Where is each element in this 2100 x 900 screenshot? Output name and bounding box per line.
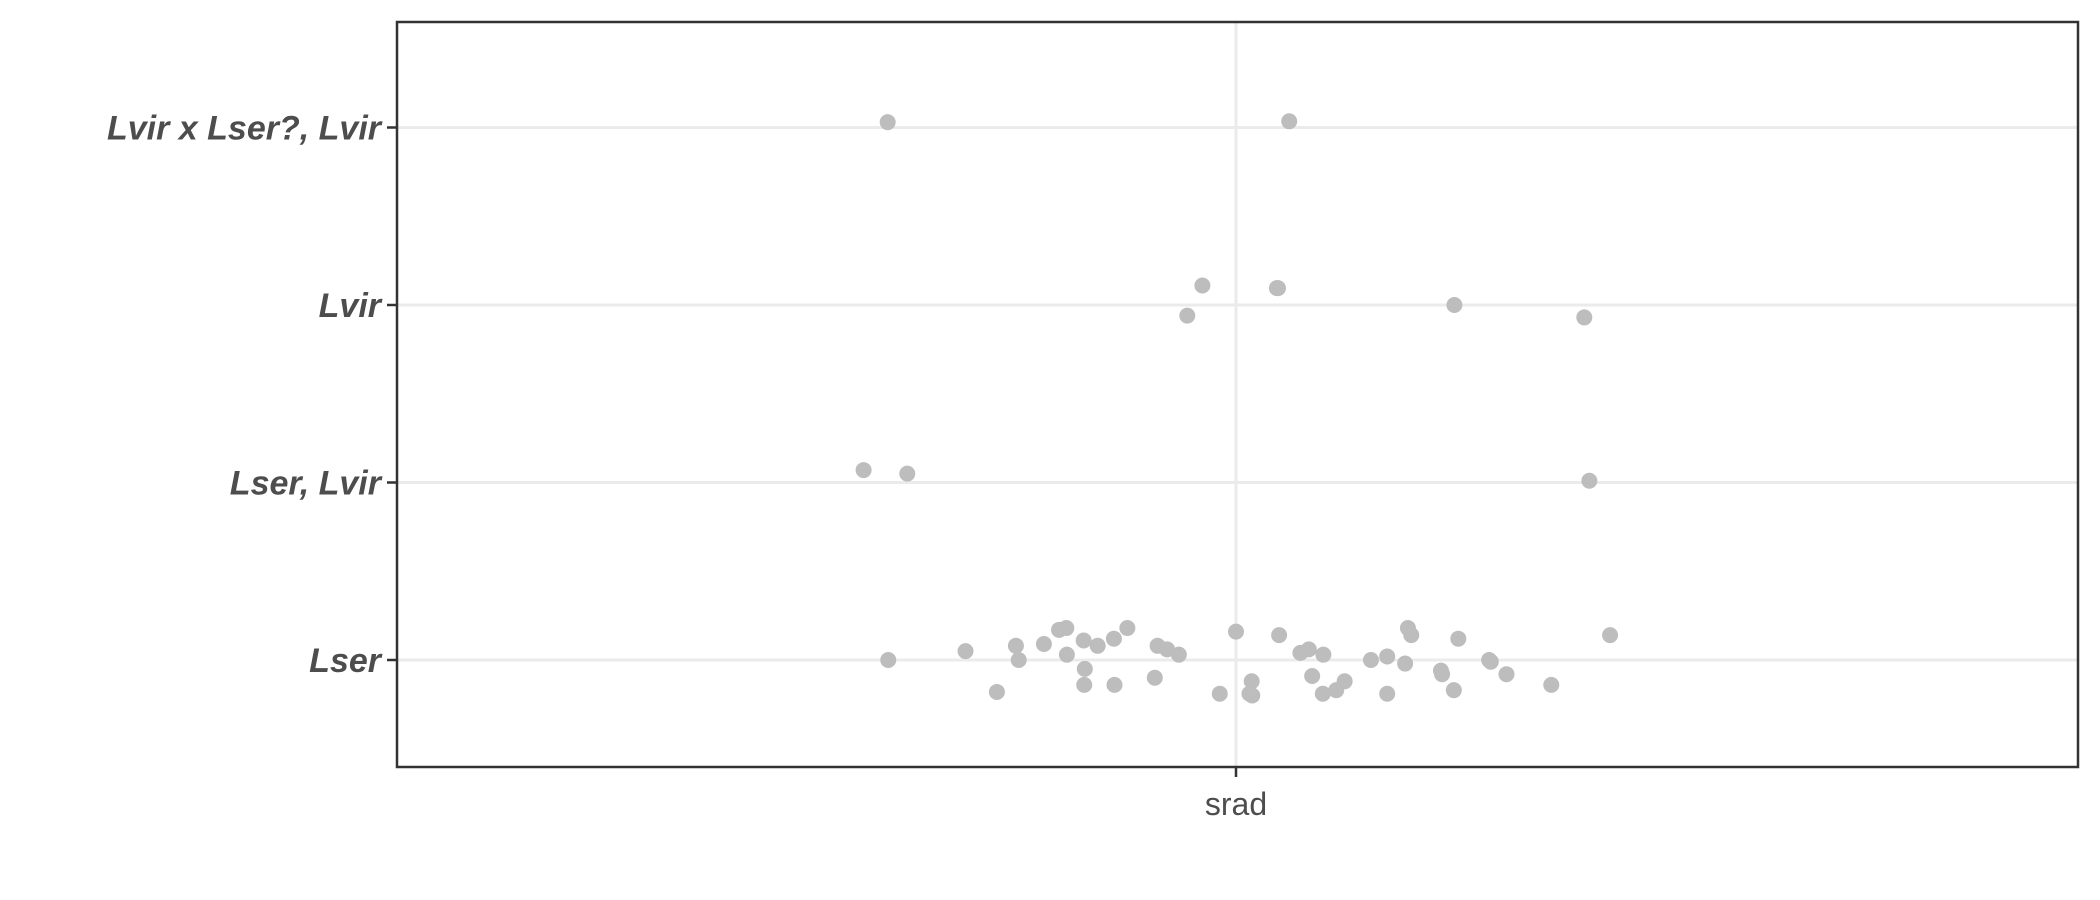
x-axis: srad [1205,767,1267,822]
data-point [855,462,872,479]
panel-border [395,20,2080,769]
data-point [899,465,916,482]
data-point [988,683,1005,700]
data-point [1379,648,1396,665]
data-point [880,652,897,668]
data-point [957,643,974,660]
data-points [855,113,1619,704]
data-point [1362,652,1379,668]
data-point [1243,673,1260,690]
data-point [1379,685,1396,702]
data-point [1010,652,1027,668]
data-point [1602,627,1619,644]
data-point [1304,667,1321,684]
y-tick-label: Lvir x Lser?, Lvir [107,110,383,148]
data-point [1271,627,1288,644]
data-point [1211,685,1228,702]
data-point [1314,685,1331,702]
data-point [1228,623,1244,640]
data-point [1106,676,1123,693]
data-point [1543,676,1560,693]
data-point [1336,673,1353,690]
data-point [1581,472,1598,489]
data-point [1315,646,1332,663]
y-tick-label: Lser [309,642,383,680]
data-point [1058,620,1075,637]
data-point [1007,637,1024,654]
data-point [1105,630,1122,647]
data-point [1179,307,1196,324]
data-point [1450,630,1467,647]
data-point [1281,113,1298,130]
grid-lines [397,22,2078,767]
data-point [1576,309,1593,326]
y-tick-label: Lser, Lvir [230,465,383,503]
data-point [1434,666,1451,683]
data-point [1075,632,1092,649]
y-tick-label: Lvir [319,287,383,325]
data-point [1076,660,1093,677]
data-point [1146,669,1163,686]
data-point [1170,646,1187,663]
data-point [879,114,896,131]
data-point [1445,682,1462,699]
x-tick-label: srad [1205,786,1267,822]
data-point [1058,646,1075,663]
data-point [1498,666,1515,683]
y-axis: Lser Lser, Lvir Lvir Lvir x Lser?, Lvir [107,110,397,680]
data-point [1446,297,1463,313]
data-point [1194,277,1211,294]
data-point [1300,641,1317,658]
data-point [1089,637,1106,654]
data-point [1076,676,1093,693]
data-point [1482,653,1499,670]
data-point [1397,655,1414,672]
data-point [1035,636,1052,653]
data-point [1403,627,1420,644]
data-point [1119,620,1136,637]
data-point [1244,687,1261,704]
data-point [1270,280,1286,297]
